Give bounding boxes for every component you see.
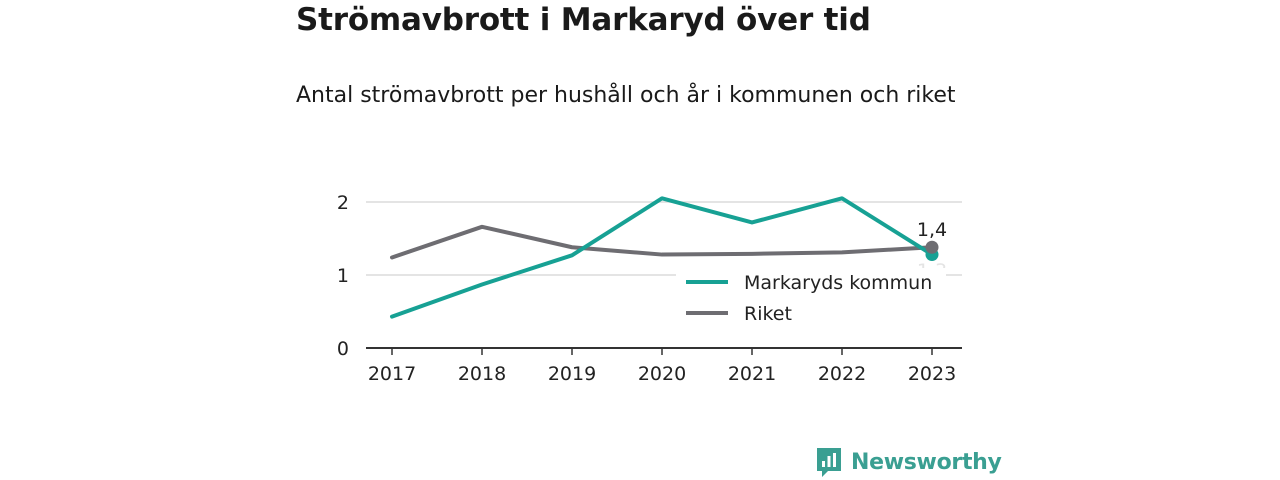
end-label-riket: 1,4 [917,219,947,241]
brand-logo: Newsworthy [815,446,1002,478]
bar-chart-icon [817,448,841,477]
x-tick-label: 2021 [728,363,776,385]
legend-label: Riket [744,303,792,325]
brand-name: Newsworthy [851,449,1002,475]
y-tick-label: 0 [337,338,349,360]
legend-label: Markaryds kommun [744,272,932,294]
x-tick-label: 2020 [638,363,686,385]
x-tick-label: 2022 [818,363,866,385]
x-tick-label: 2023 [908,363,956,385]
chart-title: Strömavbrott i Markaryd över tid [296,2,871,38]
end-point-marker [925,240,939,254]
y-tick-label: 1 [337,265,349,287]
legend: Markaryds kommun Riket [676,268,946,328]
x-tick-label: 2017 [368,363,416,385]
legend-background [676,268,946,328]
x-axis: 2017 2018 2019 2020 2021 2022 2023 [366,347,962,385]
x-tick-label: 2018 [458,363,506,385]
gridlines [366,201,962,276]
y-tick-label: 2 [337,192,349,214]
y-axis-labels: 0 1 2 [337,192,349,360]
x-tick-label: 2019 [548,363,596,385]
series-line-riket [390,224,934,260]
series-lines: 1,41,3 [390,196,947,319]
chart-subtitle: Antal strömavbrott per hushåll och år i … [296,83,956,108]
